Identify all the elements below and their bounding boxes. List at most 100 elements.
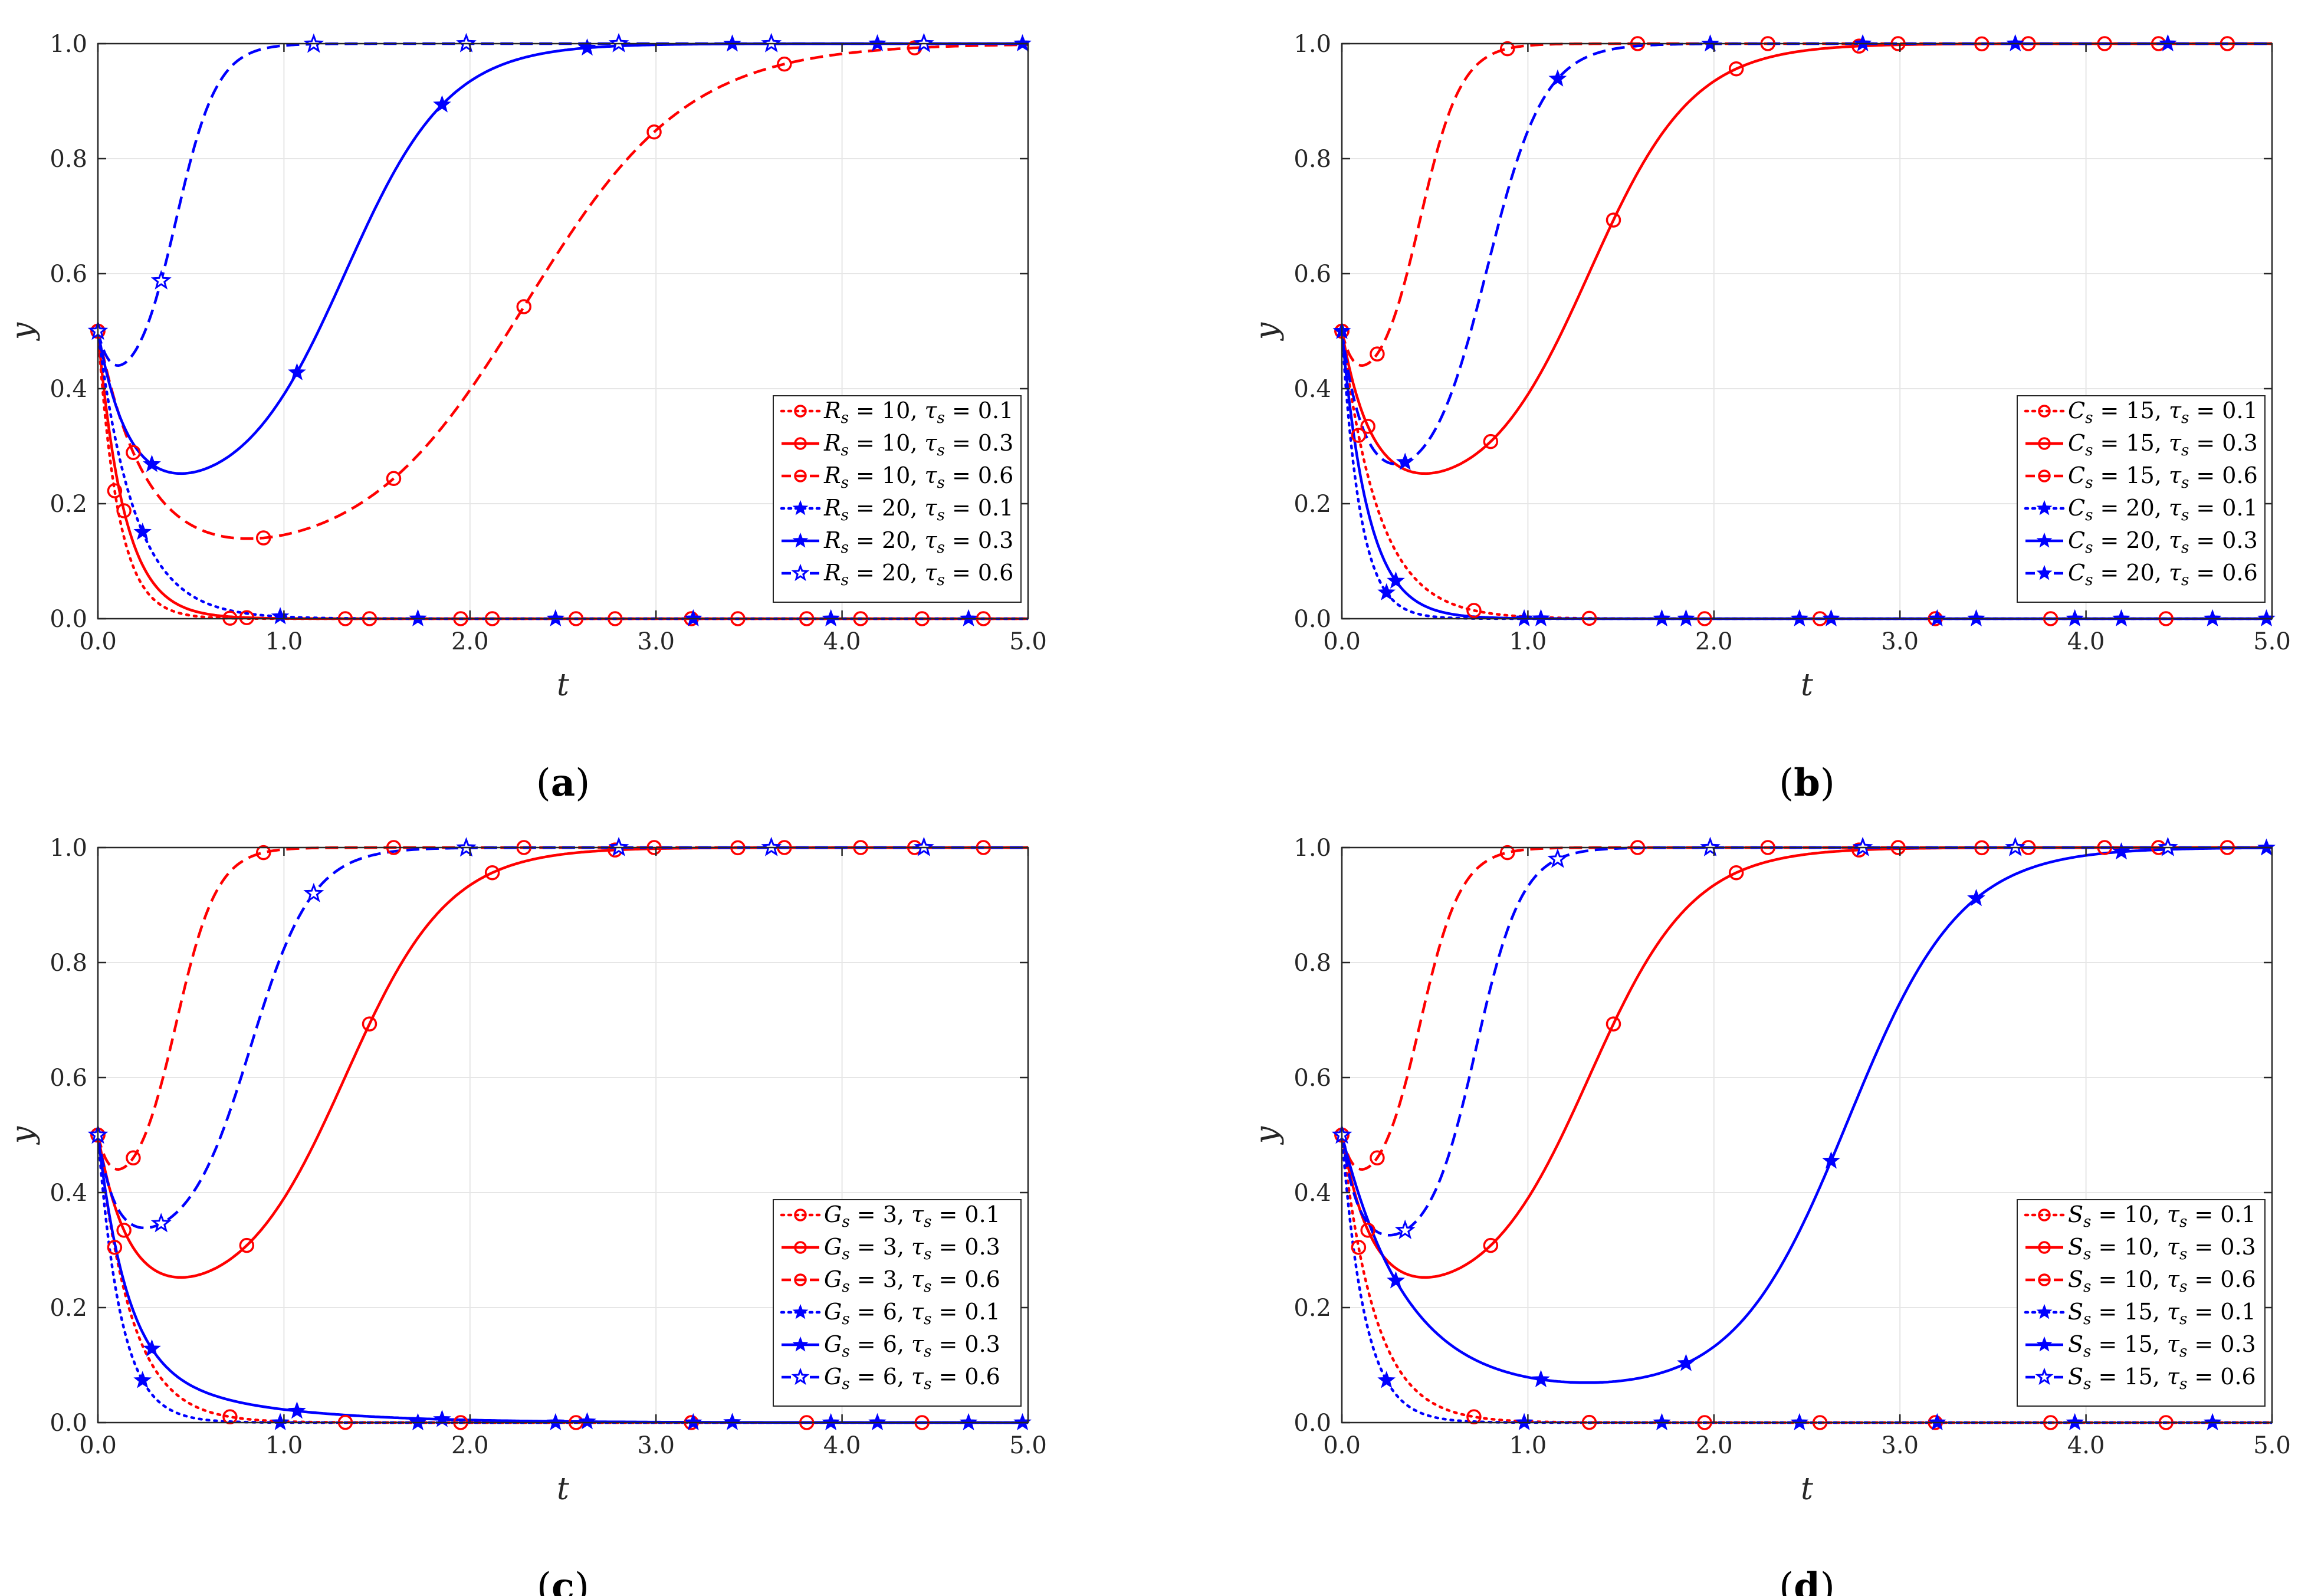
y-tick-label: 1.0	[50, 835, 87, 862]
x-tick-label: 2.0	[1695, 628, 1733, 655]
data-point	[1387, 571, 1405, 589]
panel-label: (a)	[536, 761, 590, 805]
x-tick-label: 3.0	[637, 1432, 675, 1459]
legend-marker-4	[2036, 1303, 2053, 1319]
data-point	[150, 270, 172, 290]
data-point	[150, 1213, 172, 1233]
data-point	[288, 1401, 306, 1419]
y-tick-label: 0.6	[1293, 261, 1331, 288]
data-point	[1377, 1371, 1396, 1388]
data-point	[1515, 609, 1534, 627]
data-point	[578, 38, 596, 56]
legend-marker-2	[2038, 437, 2051, 450]
chart-panel-4: 0.0 1.0 2.0 3.0 4.0 5.0 0.0 0.2 0.4 0.6 0.8 1.0 t y (d…	[1249, 835, 2291, 1596]
data-point	[1606, 1016, 1621, 1032]
y-tick-label: 0.4	[1293, 376, 1331, 403]
data-point	[1466, 603, 1482, 618]
data-point	[456, 32, 477, 52]
data-point	[646, 124, 662, 140]
data-point	[1928, 1413, 1946, 1431]
x-tick-label: 2.0	[1695, 1432, 1733, 1459]
data-point	[1728, 865, 1744, 881]
data-point	[107, 483, 123, 498]
data-point	[2159, 34, 2177, 52]
legend-box	[773, 1199, 1022, 1407]
data-point	[822, 1413, 841, 1431]
x-tick-label: 5.0	[2253, 1432, 2291, 1459]
data-point	[2006, 34, 2025, 52]
data-point	[2203, 609, 2222, 627]
x-tick-label: 0.0	[79, 628, 117, 655]
legend-label-2: Cs = 15, τs = 0.3	[2068, 430, 2258, 459]
data-point	[1351, 1240, 1367, 1255]
x-tick-label: 4.0	[823, 1432, 861, 1459]
data-point	[2066, 1413, 2084, 1431]
data-point	[822, 609, 841, 627]
data-point	[1394, 1219, 1416, 1239]
data-point	[959, 609, 978, 627]
data-point	[1853, 34, 1872, 52]
legend-marker-1	[794, 1209, 807, 1221]
axes-box	[1341, 846, 2273, 1424]
x-tick-label: 4.0	[2067, 1432, 2105, 1459]
data-point	[914, 836, 934, 856]
legend-marker-2	[794, 1241, 807, 1254]
legend-label-3: Cs = 15, τs = 0.6	[2068, 462, 2258, 492]
legend-marker-1	[794, 405, 807, 418]
axes-box	[97, 42, 1029, 620]
y-tick-label: 0.0	[50, 606, 87, 633]
y-tick-label: 0.6	[1293, 1065, 1331, 1092]
legend-marker-4	[792, 1303, 809, 1319]
x-tick-label: 1.0	[1509, 628, 1547, 655]
y-tick-label: 1.0	[1293, 835, 1331, 862]
x-tick-label: 2.0	[451, 1432, 489, 1459]
data-point	[546, 1413, 565, 1431]
x-tick-label: 1.0	[265, 628, 303, 655]
panel-label: (b)	[1779, 761, 1835, 805]
data-point	[1822, 1151, 1840, 1169]
data-point	[1377, 583, 1396, 600]
legend-marker-5	[2036, 1336, 2053, 1352]
legend: Gs = 3, τs = 0.1 Gs = 3, τs = 0.3 Gs = 3, …	[773, 1199, 1022, 1407]
data-point	[1852, 836, 1873, 856]
legend-marker-4	[792, 500, 809, 515]
data-point	[723, 1413, 741, 1430]
data-point	[1967, 609, 1985, 627]
data-point	[1532, 1370, 1550, 1387]
legend-marker-6	[2035, 1367, 2054, 1385]
series-line-3	[98, 43, 1028, 540]
y-tick-label: 0.8	[50, 950, 87, 977]
data-point	[255, 845, 271, 861]
legend-marker-5	[792, 1336, 809, 1352]
y-tick-label: 0.8	[1293, 146, 1331, 173]
legend-label-1: Ss = 10, τs = 0.1	[2068, 1201, 2256, 1231]
data-point	[2112, 609, 2130, 627]
data-point	[1387, 1271, 1405, 1289]
legend-label-5: Ss = 15, τs = 0.3	[2068, 1331, 2256, 1361]
legend-marker-5	[2036, 532, 2053, 548]
x-tick-label: 1.0	[265, 1432, 303, 1459]
data-point	[1700, 836, 1721, 856]
data-point	[271, 607, 290, 625]
data-point	[2005, 836, 2026, 856]
y-axis-label: y	[5, 322, 41, 341]
legend-marker-6	[2036, 564, 2053, 580]
data-point	[1653, 1413, 1671, 1431]
data-point	[107, 1240, 123, 1255]
legend-label-1: Cs = 15, τs = 0.1	[2068, 398, 2258, 427]
data-point	[239, 1237, 255, 1253]
data-point	[761, 32, 782, 52]
data-point	[239, 610, 255, 625]
data-point	[1822, 609, 1840, 627]
data-point	[684, 1413, 702, 1431]
legend-marker-3	[794, 1273, 807, 1286]
data-point	[303, 882, 324, 902]
data-point	[1360, 419, 1375, 434]
chart-panel-2: 0.0 1.0 2.0 3.0 4.0 5.0 0.0 0.2 0.4 0.6 0.8 1.0 t y (b…	[1249, 31, 2291, 805]
data-point	[1351, 428, 1367, 443]
data-point	[1483, 1237, 1499, 1253]
x-axis-label: t	[1801, 668, 1813, 703]
data-point	[255, 530, 271, 546]
legend-label-1: Gs = 3, τs = 0.1	[824, 1201, 1000, 1231]
data-point	[1370, 1150, 1385, 1165]
